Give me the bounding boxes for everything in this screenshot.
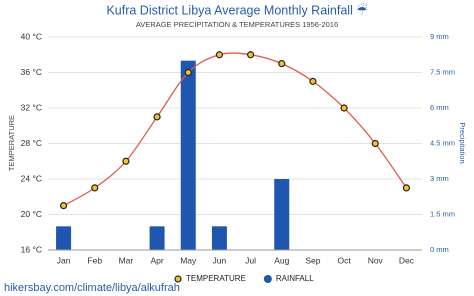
x-tick-label: Aug xyxy=(274,255,289,265)
legend-marker xyxy=(174,275,182,283)
marker xyxy=(340,104,348,112)
marker xyxy=(278,60,286,68)
marker xyxy=(122,157,130,165)
legend-label: TEMPERATURE xyxy=(186,274,246,283)
x-tick-label: Mar xyxy=(119,255,134,265)
chart-subtitle: AVERAGE PRECIPITATION & TEMPERATURES 195… xyxy=(136,20,338,29)
y2-tick-label: 1.5 mm xyxy=(430,209,455,218)
bar xyxy=(211,226,227,250)
y2-tick-label: 4.5 mm xyxy=(430,138,455,147)
bar xyxy=(149,226,165,250)
x-tick-label: Jan xyxy=(57,255,71,265)
legend-label: RAINFALL xyxy=(276,274,314,283)
y-tick-label: 16 °C xyxy=(21,244,42,254)
x-tick-label: May xyxy=(180,255,197,265)
line xyxy=(63,52,407,207)
bar xyxy=(180,60,196,250)
y-tick-label: 28 °C xyxy=(21,138,42,148)
y-tick-label: 36 °C xyxy=(21,67,42,77)
y-tick-label: 40 °C xyxy=(21,31,42,41)
marker xyxy=(309,77,317,85)
y-tick-label: 24 °C xyxy=(21,173,42,183)
marker xyxy=(153,113,161,121)
x-tick-label: Nov xyxy=(368,255,384,265)
x-tick-label: Jun xyxy=(213,255,227,265)
bar xyxy=(56,226,72,250)
marker xyxy=(59,202,68,210)
x-tick-label: Apr xyxy=(150,255,163,265)
bar xyxy=(274,179,290,250)
y-tick-label: 20 °C xyxy=(21,209,42,219)
y2-tick-label: 6 mm xyxy=(430,103,449,112)
source: hikersbay.com/climate/libya/alkufrah xyxy=(4,282,180,294)
x-tick-label: Jul xyxy=(245,255,256,265)
y2-tick-label: 3 mm xyxy=(430,174,449,183)
x-tick-label: Feb xyxy=(87,255,102,265)
y-tick-label: 32 °C xyxy=(21,102,42,112)
x-tick-label: Sep xyxy=(305,255,320,265)
y2-tick-label: 7.5 mm xyxy=(430,67,455,76)
y2-axis-title: Precipitation xyxy=(458,122,467,163)
marker xyxy=(371,139,379,148)
y-axis-title: TEMPERATURE xyxy=(7,115,16,171)
marker xyxy=(402,184,411,192)
chart-title: Kufra District Libya Average Monthly Rai… xyxy=(106,2,367,17)
marker xyxy=(246,51,255,59)
y2-tick-label: 9 mm xyxy=(430,32,449,41)
x-tick-label: Oct xyxy=(337,255,351,265)
marker xyxy=(184,68,192,77)
marker xyxy=(91,184,99,192)
marker xyxy=(215,51,224,59)
legend-marker xyxy=(263,275,272,283)
y2-tick-label: 0 mm xyxy=(430,245,449,254)
x-tick-label: Dec xyxy=(399,255,415,265)
